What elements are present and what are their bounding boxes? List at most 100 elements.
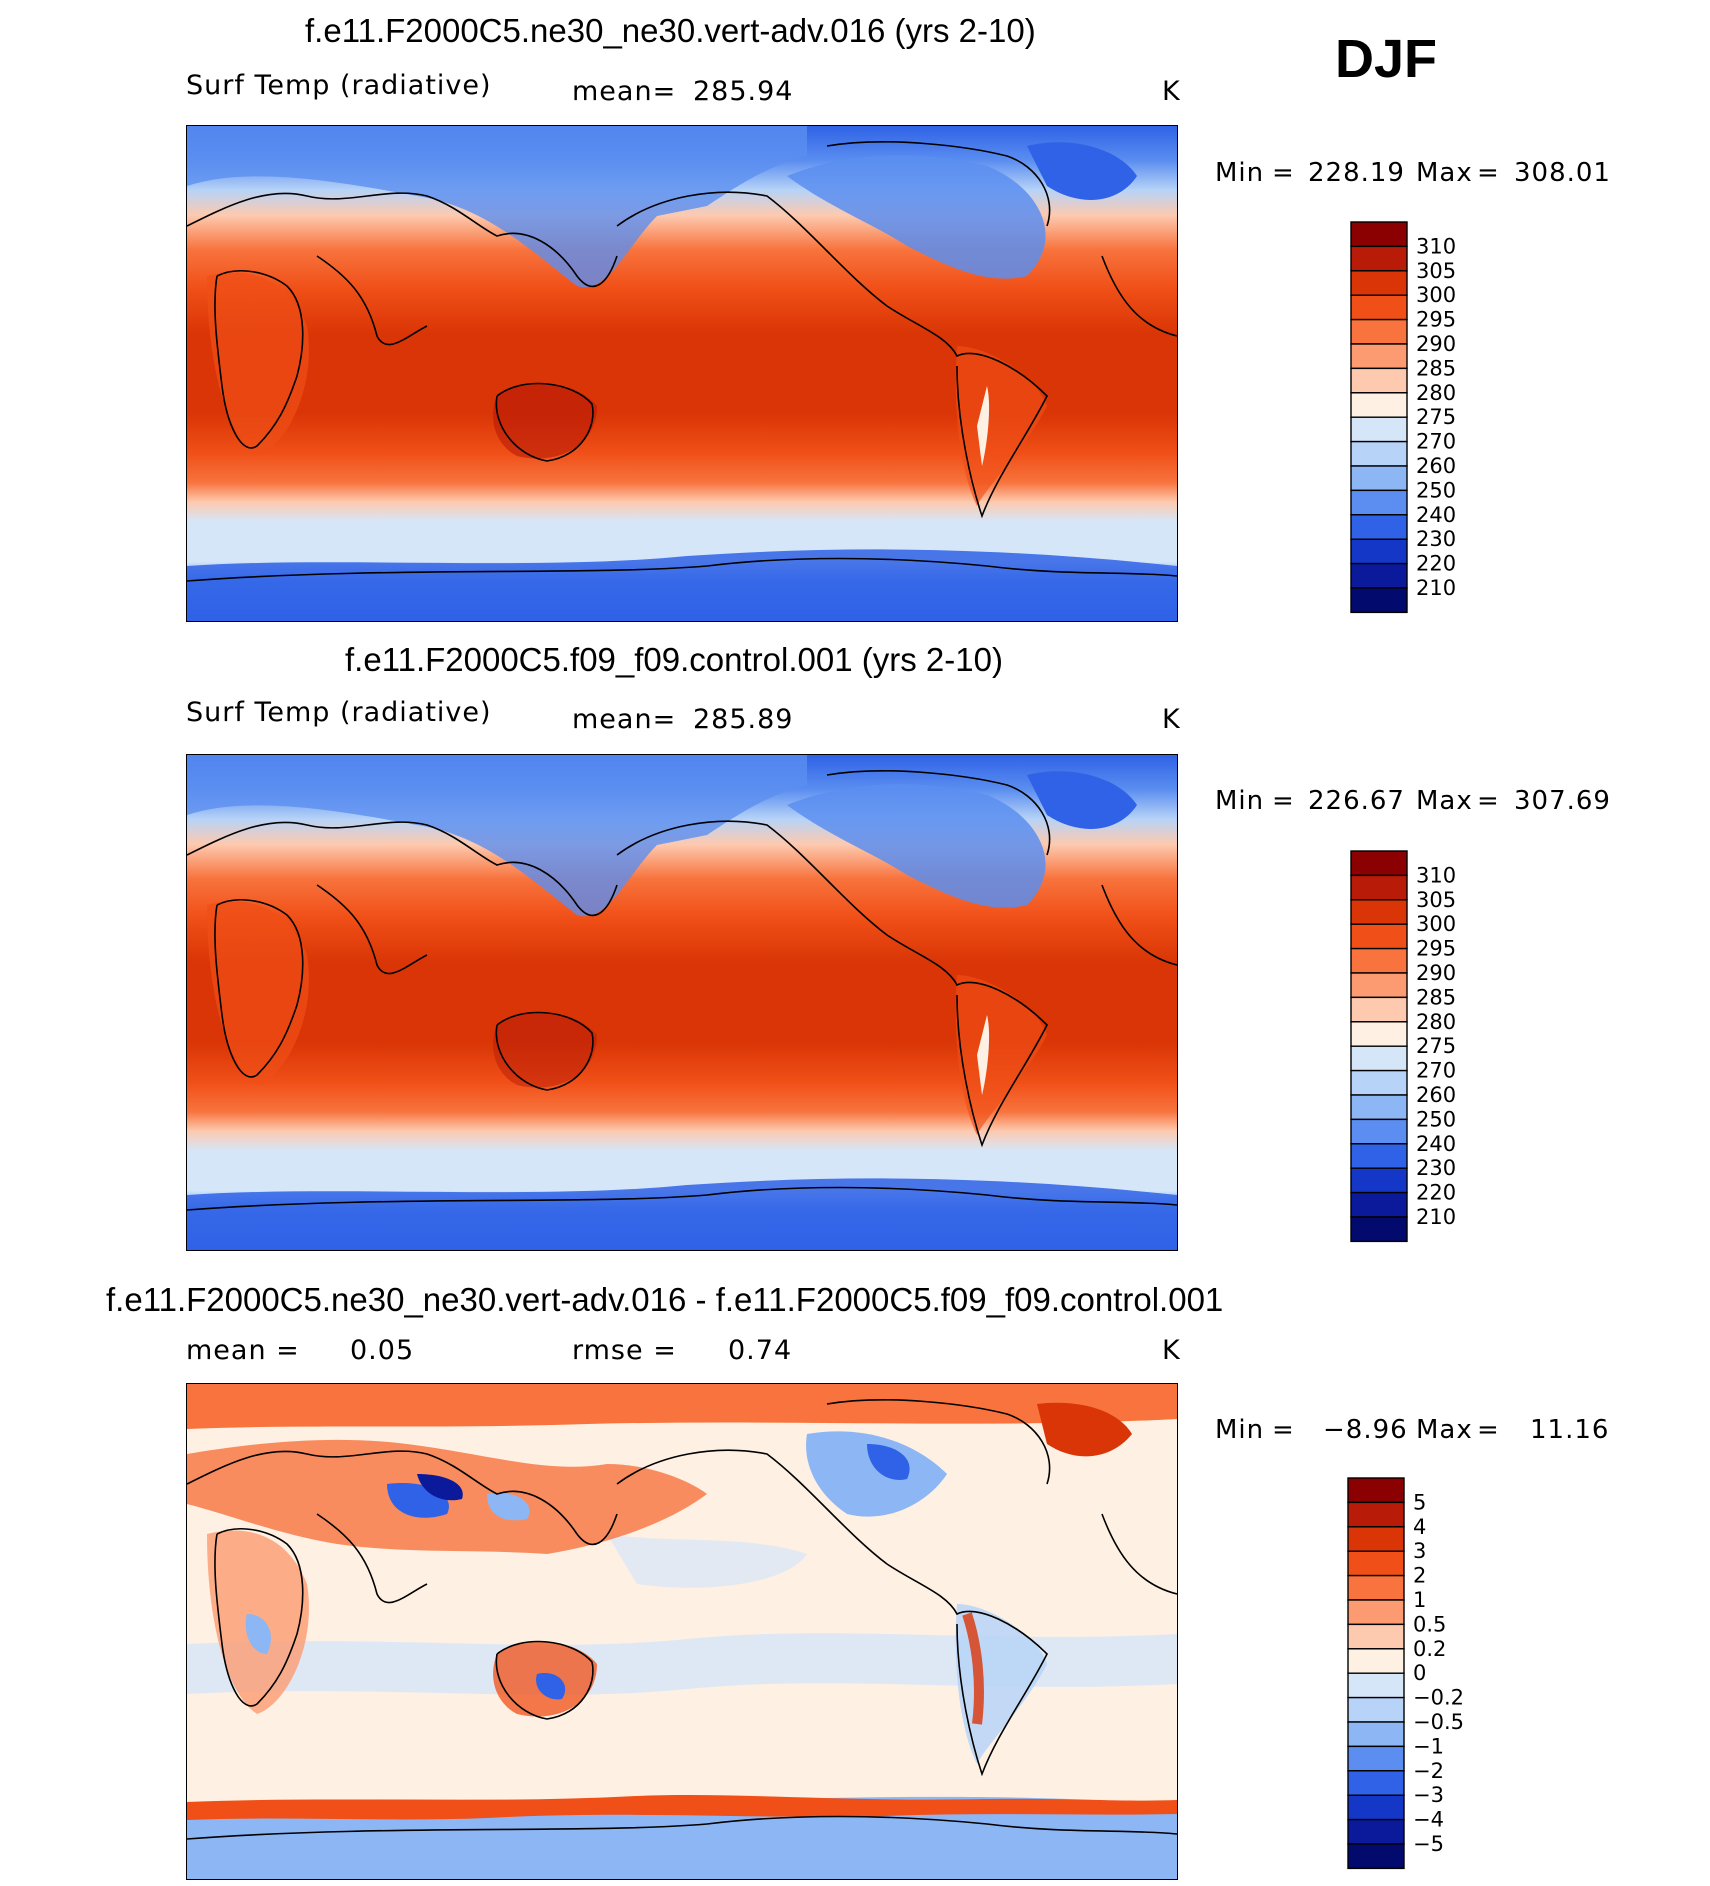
panel2-max-eq: = bbox=[1477, 786, 1500, 816]
panel2-legend-label-6: 280 bbox=[1416, 1010, 1456, 1034]
panel3-legend-box-6 bbox=[1347, 1623, 1405, 1650]
panel1-legend-label-14: 210 bbox=[1416, 576, 1456, 600]
panel3-legend-label-6: 0.2 bbox=[1413, 1637, 1446, 1661]
panel1-map bbox=[186, 125, 1178, 622]
panel1-legend-label-4: 290 bbox=[1416, 332, 1456, 356]
panel3-mean-label: mean = bbox=[186, 1335, 300, 1366]
panel1-legend-label-13: 220 bbox=[1416, 552, 1456, 576]
panel2-legend-label-2: 300 bbox=[1416, 912, 1456, 936]
panel2-legend-box-14 bbox=[1350, 1191, 1408, 1218]
panel1-title: f.e11.F2000C5.ne30_ne30.vert-adv.016 (yr… bbox=[305, 12, 1036, 49]
panel2-legend-label-7: 275 bbox=[1416, 1034, 1456, 1058]
panel2-legend-box-5 bbox=[1350, 972, 1408, 999]
panel3-legend-box-1 bbox=[1347, 1501, 1405, 1528]
panel1-legend-box-4 bbox=[1350, 318, 1408, 345]
panel2-legend-label-4: 290 bbox=[1416, 961, 1456, 985]
panel2-legend: 310 305 300 295 290 285 280 275 270 260 250 240 230 2… bbox=[1350, 850, 1490, 1243]
panel2-max-value: 307.69 bbox=[1514, 786, 1611, 816]
panel3-legend-label-2: 3 bbox=[1413, 1539, 1426, 1563]
panel2-legend-label-12: 230 bbox=[1416, 1156, 1456, 1180]
panel3-min-value: −8.96 bbox=[1323, 1415, 1408, 1445]
panel1-units: K bbox=[1162, 76, 1181, 107]
panel3-legend-box-4 bbox=[1347, 1574, 1405, 1601]
panel1-legend-label-3: 295 bbox=[1416, 308, 1456, 332]
panel1-legend-box-2 bbox=[1350, 270, 1408, 296]
panel1-min-eq: = bbox=[1272, 158, 1295, 188]
panel3-legend-box-8 bbox=[1347, 1672, 1405, 1699]
panel3-legend-box-15 bbox=[1347, 1843, 1405, 1870]
panel3-legend-label-10: −1 bbox=[1413, 1734, 1444, 1758]
panel3-legend-box-7 bbox=[1347, 1648, 1405, 1674]
panel2-legend-label-1: 305 bbox=[1416, 888, 1456, 912]
panel2-title: f.e11.F2000C5.f09_f09.control.001 (yrs 2… bbox=[345, 641, 1003, 678]
panel1-mean-label: mean= bbox=[572, 76, 677, 107]
panel3-legend-label-12: −3 bbox=[1413, 1783, 1444, 1807]
panel3-rmse-label: rmse = bbox=[572, 1335, 677, 1366]
panel1-legend-box-9 bbox=[1350, 440, 1408, 467]
panel2-mean-label: mean= bbox=[572, 704, 677, 735]
panel1-legend-label-5: 285 bbox=[1416, 356, 1456, 380]
panel1-legend-box-7 bbox=[1350, 392, 1408, 418]
panel3-legend-box-3 bbox=[1347, 1550, 1405, 1577]
panel1-legend-label-0: 310 bbox=[1416, 234, 1456, 258]
panel3-legend-box-11 bbox=[1347, 1745, 1405, 1772]
panel3-legend-box-14 bbox=[1347, 1818, 1405, 1845]
panel1-legend-label-7: 275 bbox=[1416, 405, 1456, 429]
panel3-legend-label-4: 1 bbox=[1413, 1588, 1426, 1612]
panel2-units: K bbox=[1162, 704, 1181, 735]
panel1-legend-box-11 bbox=[1350, 489, 1408, 516]
panel3-legend-label-5: 0.5 bbox=[1413, 1612, 1446, 1636]
panel2-legend-box-8 bbox=[1350, 1045, 1408, 1072]
panel2-legend-label-8: 270 bbox=[1416, 1059, 1456, 1083]
panel3-min-label: Min bbox=[1215, 1415, 1265, 1445]
panel2-legend-box-7 bbox=[1350, 1021, 1408, 1047]
panel2-map bbox=[186, 754, 1178, 1251]
panel1-legend-svg: 3103053002952902852802752702602502402302… bbox=[1350, 221, 1456, 614]
panel1-legend-box-10 bbox=[1350, 465, 1408, 492]
panel1-max-value: 308.01 bbox=[1514, 158, 1611, 188]
panel3-units: K bbox=[1162, 1335, 1181, 1366]
panel1-legend-box-3 bbox=[1350, 294, 1408, 321]
panel3-legend-label-0: 5 bbox=[1413, 1490, 1426, 1514]
panel1-legend-label-9: 260 bbox=[1416, 454, 1456, 478]
panel2-min-eq: = bbox=[1272, 786, 1295, 816]
panel2-legend-box-15 bbox=[1350, 1216, 1408, 1243]
panel1-legend-box-8 bbox=[1350, 416, 1408, 443]
panel3-title: f.e11.F2000C5.ne30_ne30.vert-adv.016 - f… bbox=[106, 1281, 1224, 1318]
panel2-legend-label-10: 250 bbox=[1416, 1107, 1456, 1131]
panel1-mean-value: 285.94 bbox=[693, 76, 794, 107]
panel2-legend-box-0 bbox=[1350, 850, 1408, 877]
panel3-legend-box-0 bbox=[1347, 1477, 1405, 1504]
panel3-rmse-value: 0.74 bbox=[728, 1335, 793, 1366]
panel1-legend-box-13 bbox=[1350, 538, 1408, 565]
panel3-legend-label-14: −5 bbox=[1413, 1832, 1444, 1856]
panel1-min-label: Min bbox=[1215, 158, 1265, 188]
panel1-legend-box-0 bbox=[1350, 221, 1408, 248]
panel2-legend-box-2 bbox=[1350, 899, 1408, 925]
panel3-legend: 5 4 3 2 1 0.5 0.2 0 −0.2 −0.5 −1 −2 −3 −4 −5 bbox=[1347, 1477, 1497, 1870]
panel3-map bbox=[186, 1383, 1178, 1880]
panel2-legend-box-1 bbox=[1350, 874, 1408, 901]
panel1-legend-box-1 bbox=[1350, 245, 1408, 272]
panel3-legend-label-7: 0 bbox=[1413, 1661, 1426, 1685]
panel3-legend-box-2 bbox=[1347, 1526, 1405, 1552]
panel1-legend-box-14 bbox=[1350, 562, 1408, 589]
panel2-min-label: Min bbox=[1215, 786, 1265, 816]
panel2-legend-box-13 bbox=[1350, 1167, 1408, 1194]
panel1-legend-label-8: 270 bbox=[1416, 430, 1456, 454]
panel2-variable: Surf Temp (radiative) bbox=[186, 697, 492, 728]
panel2-legend-label-13: 220 bbox=[1416, 1181, 1456, 1205]
panel3-legend-label-9: −0.5 bbox=[1413, 1710, 1464, 1734]
panel2-legend-box-12 bbox=[1350, 1143, 1408, 1169]
panel2-max-label: Max bbox=[1416, 786, 1473, 816]
panel3-legend-label-13: −4 bbox=[1413, 1808, 1444, 1832]
panel1-legend-label-6: 280 bbox=[1416, 381, 1456, 405]
panel1-legend: 310 305 300 295 290 285 280 275 270 260 250 240 230 2… bbox=[1350, 221, 1490, 614]
panel1-legend-box-15 bbox=[1350, 587, 1408, 614]
panel1-legend-box-12 bbox=[1350, 514, 1408, 540]
panel2-legend-label-14: 210 bbox=[1416, 1205, 1456, 1229]
panel1-max-eq: = bbox=[1477, 158, 1500, 188]
season-label: DJF bbox=[1335, 29, 1438, 89]
panel3-legend-box-5 bbox=[1347, 1599, 1405, 1626]
